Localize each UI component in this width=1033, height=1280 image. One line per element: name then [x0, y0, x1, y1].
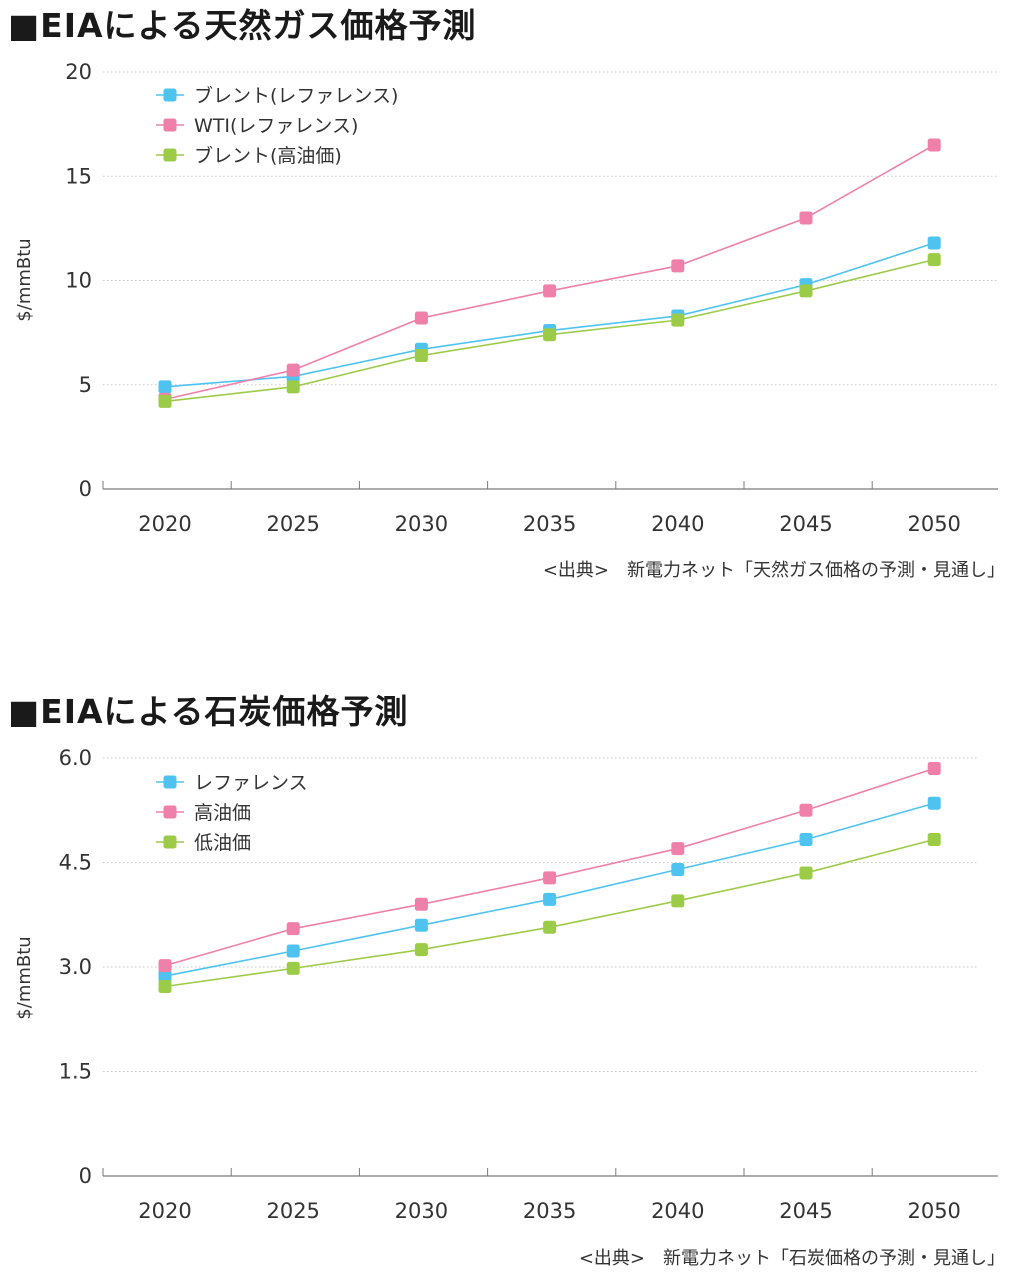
x-tick-label: 2045: [779, 512, 832, 536]
data-point: [286, 363, 300, 377]
data-point: [543, 892, 557, 906]
data-point: [927, 253, 941, 267]
data-point: [543, 920, 557, 934]
data-point: [543, 328, 557, 342]
x-tick-label: 2035: [523, 1199, 576, 1223]
legend-label: WTI(レファレンス): [194, 115, 358, 137]
legend-label: ブレント(レファレンス): [194, 84, 398, 107]
x-tick-label: 2040: [651, 1199, 704, 1223]
data-point: [158, 980, 172, 994]
data-point: [158, 959, 172, 973]
y-tick-label: 0: [79, 1164, 92, 1188]
coal-chart-section: ■EIAによる石炭価格予測 0 1.5 3.0 4.5 6.0 2020 2025 2030 2…: [0, 688, 1033, 1280]
data-point: [671, 862, 685, 876]
y-tick-label: 10: [65, 269, 92, 293]
data-point: [927, 236, 941, 250]
legend-marker: [163, 118, 177, 132]
y-axis-label: $/mmBtu: [14, 238, 35, 321]
data-point: [543, 284, 557, 298]
data-point: [927, 761, 941, 775]
source-note: <出典> 新電力ネット「天然ガス価格の予測・見通し」: [542, 560, 1005, 581]
legend-label: 高油価: [194, 802, 251, 824]
data-point: [286, 922, 300, 936]
x-tick-label: 2050: [907, 512, 960, 536]
data-point: [671, 842, 685, 856]
series-line: [164, 144, 935, 401]
source-note: <出典> 新電力ネット「石炭価格の予測・見通し」: [578, 1248, 1005, 1269]
series-line: [164, 838, 935, 988]
legend-marker: [163, 805, 177, 819]
series-line: [164, 767, 935, 967]
data-point: [158, 969, 172, 983]
x-tick-label: 2045: [779, 1199, 832, 1223]
y-tick-label: 4.5: [59, 851, 92, 875]
coal-price-chart: 0 1.5 3.0 4.5 6.0 2020 2025 2030 2035 2040 2045 205…: [14, 746, 998, 1223]
legend-label: 低油価: [194, 832, 251, 854]
legend-marker: [163, 835, 177, 849]
x-tick-label: 2020: [138, 1199, 191, 1223]
legend-label: レファレンス: [194, 772, 308, 794]
x-tick-label: 2050: [907, 1199, 960, 1223]
x-tick-label: 2040: [651, 512, 704, 536]
y-tick-label: 20: [65, 60, 92, 84]
data-point: [799, 211, 813, 225]
chart-title: ■EIAによる石炭価格予測: [8, 692, 409, 731]
data-point: [927, 833, 941, 847]
data-point: [671, 894, 685, 908]
x-tick-label: 2030: [395, 512, 448, 536]
y-tick-label: 5: [79, 373, 92, 397]
x-tick-label: 2035: [523, 512, 576, 536]
legend-marker: [163, 88, 177, 102]
data-point: [799, 866, 813, 880]
series-line: [164, 802, 935, 977]
y-axis-label: $/mmBtu: [14, 936, 35, 1019]
data-point: [799, 803, 813, 817]
natural-gas-chart-section: ■EIAによる天然ガス価格予測 0 5 10 15 20 2020 2025 2030 2035…: [0, 0, 1033, 600]
y-tick-label: 6.0: [59, 746, 92, 770]
data-point: [286, 944, 300, 958]
data-point: [671, 313, 685, 327]
x-tick-label: 2025: [266, 1199, 319, 1223]
data-point: [414, 311, 428, 325]
legend-marker: [163, 148, 177, 162]
data-point: [799, 284, 813, 298]
data-point: [927, 796, 941, 810]
x-tick-label: 2030: [395, 1199, 448, 1223]
x-tick-label: 2020: [138, 512, 191, 536]
data-point: [158, 380, 172, 394]
y-tick-label: 0: [79, 477, 92, 501]
data-point: [414, 943, 428, 957]
data-point: [158, 394, 172, 408]
data-point: [414, 897, 428, 911]
data-point: [799, 833, 813, 847]
y-tick-label: 1.5: [59, 1060, 92, 1084]
data-point: [286, 380, 300, 394]
x-tick-label: 2025: [266, 512, 319, 536]
data-point: [543, 871, 557, 885]
data-point: [414, 349, 428, 363]
data-point: [671, 259, 685, 273]
data-point: [286, 961, 300, 975]
series-line: [164, 242, 935, 388]
legend-marker: [163, 775, 177, 789]
legend-label: ブレント(高油価): [194, 144, 342, 167]
chart-title: ■EIAによる天然ガス価格予測: [8, 6, 477, 45]
data-point: [414, 918, 428, 932]
y-tick-label: 15: [65, 164, 92, 188]
y-tick-label: 3.0: [59, 955, 92, 979]
data-point: [927, 138, 941, 152]
